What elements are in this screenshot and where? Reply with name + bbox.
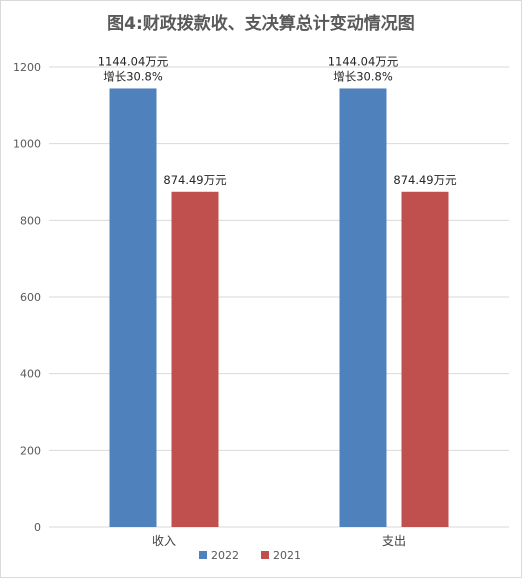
y-tick-label: 200 (20, 444, 41, 457)
bar-2022-2 (339, 88, 387, 528)
data-label: 增长30.8% (103, 69, 163, 83)
data-label: 增长30.8% (333, 69, 393, 83)
data-label: 1144.04万元 (98, 54, 169, 68)
y-tick-label: 0 (34, 521, 41, 534)
data-label: 1144.04万元 (328, 54, 399, 68)
legend-swatch-2022 (199, 551, 207, 559)
chart-title: 图4:财政拨款收、支决算总计变动情况图 (107, 14, 415, 34)
bar-2021-2 (401, 191, 449, 527)
y-tick-label: 400 (20, 368, 41, 381)
x-category-label: 收入 (152, 534, 176, 548)
legend-label-2021: 2021 (273, 549, 301, 562)
y-tick-label: 1200 (13, 61, 41, 74)
data-label: 874.49万元 (393, 173, 457, 187)
x-category-label: 支出 (382, 534, 406, 548)
data-label: 874.49万元 (163, 173, 227, 187)
bar-2021-1 (171, 191, 219, 527)
y-tick-label: 1000 (13, 138, 41, 151)
bar-2022-1 (109, 88, 157, 528)
legend-swatch-2021 (261, 551, 269, 559)
y-tick-label: 800 (20, 214, 41, 227)
y-tick-label: 600 (20, 291, 41, 304)
legend-label-2022: 2022 (211, 549, 239, 562)
